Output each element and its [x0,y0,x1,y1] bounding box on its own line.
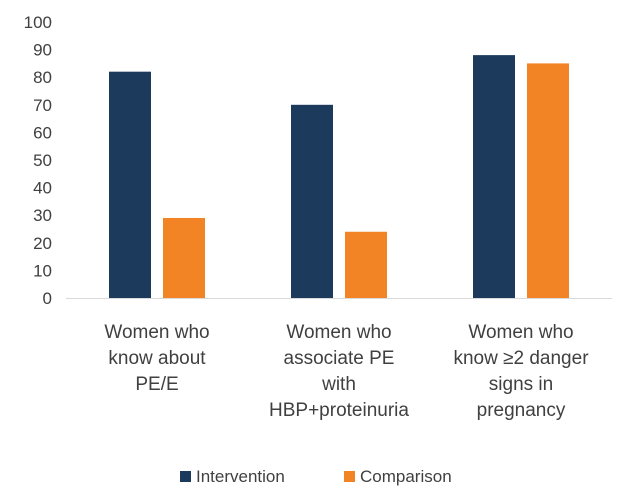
x-axis: Women who know about PE/E Women who associat… [66,298,612,421]
category-label: Women who know about PE/E [104,322,209,395]
legend-label-intervention: Intervention [196,467,285,486]
legend-swatch-intervention [180,471,191,482]
y-tick-label: 100 [24,13,52,32]
legend-swatch-comparison [344,471,355,482]
bar-comparison-3 [527,63,569,299]
bars [109,55,569,299]
legend-label-comparison: Comparison [360,467,452,486]
y-tick-label: 10 [33,261,52,280]
y-tick-label: 60 [33,123,52,142]
bar-comparison-2 [345,231,387,298]
bar-intervention-2 [291,104,333,298]
y-tick-label: 50 [33,151,52,170]
category-label: Women who associate PE with HBP+proteinuria [269,322,409,421]
legend: Intervention Comparison [180,467,452,486]
category-label: Women who know ≥2 danger signs in pregnancy [453,322,589,421]
y-tick-label: 80 [33,68,52,87]
y-tick-label: 20 [33,234,52,253]
bar-intervention-3 [473,55,515,299]
y-tick-label: 40 [33,179,52,198]
y-tick-label: 90 [33,41,52,60]
y-tick-label: 70 [33,96,52,115]
y-tick-label: 30 [33,206,52,225]
y-tick-label: 0 [43,289,52,308]
y-axis: 0 10 20 30 40 50 60 70 80 90 100 [24,13,52,308]
bar-comparison-1 [163,217,205,298]
bar-intervention-1 [109,71,151,299]
